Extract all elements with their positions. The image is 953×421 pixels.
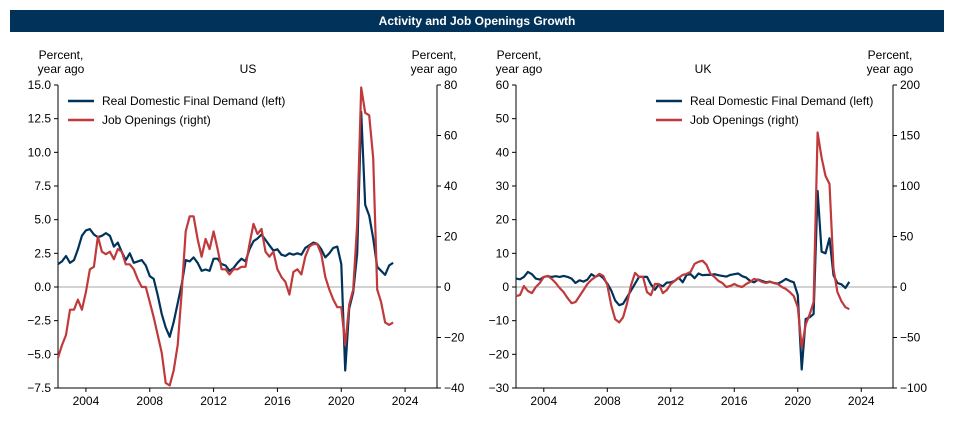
x-tick-label: 2008 <box>136 394 163 408</box>
x-tick-label: 2012 <box>657 394 684 408</box>
left-tick-label: 7.5 <box>34 179 51 193</box>
right-tick-label: −40 <box>444 381 465 395</box>
left-tick-label: 10.0 <box>28 145 52 159</box>
left-tick-label: 20 <box>496 213 510 227</box>
series-line-job-openings <box>515 131 850 349</box>
right-tick-label: 50 <box>900 230 914 244</box>
x-tick-label: 2016 <box>264 394 291 408</box>
right-tick-label: 200 <box>900 78 920 92</box>
figure-title-banner: Activity and Job Openings Growth <box>10 10 944 32</box>
left-tick-label: 5.0 <box>34 213 51 227</box>
left-tick-label: 10 <box>496 246 510 260</box>
right-tick-label: 100 <box>900 179 920 193</box>
right-axis-label-line1: Percent, <box>868 48 913 62</box>
right-tick-label: −50 <box>900 331 921 345</box>
x-tick-label: 2024 <box>848 394 875 408</box>
left-tick-label: 0 <box>502 280 509 294</box>
chart-panel-us: −7.5 −5.0 −2.5 0.0 2.5 5.0 7.5 10.0 12.5 15.0 −40 −… <box>27 48 464 408</box>
left-tick-label: −5.0 <box>27 347 51 361</box>
series-line-job-openings <box>56 86 394 387</box>
left-tick-label: −20 <box>489 347 510 361</box>
legend-label: Real Domestic Final Demand (left) <box>690 94 873 108</box>
right-tick-label: 60 <box>444 129 458 143</box>
series-line-real-domestic-final-demand <box>57 110 394 372</box>
x-tick-label: 2016 <box>721 394 748 408</box>
left-axis-label-line1: Percent, <box>39 48 84 62</box>
left-tick-label: −7.5 <box>27 381 51 395</box>
figure-title: Activity and Job Openings Growth <box>378 14 576 28</box>
left-tick-label: 2.5 <box>34 246 51 260</box>
x-tick-label: 2004 <box>530 394 557 408</box>
right-axis-label-line2: year ago <box>867 62 914 76</box>
x-tick-label: 2008 <box>594 394 621 408</box>
left-tick-label: 30 <box>496 179 510 193</box>
legend-label: Job Openings (right) <box>690 113 799 127</box>
right-tick-label: 20 <box>444 230 458 244</box>
left-axis-label-line2: year ago <box>38 62 85 76</box>
x-tick-label: 2024 <box>392 394 419 408</box>
left-axis-label-line1: Percent, <box>497 48 542 62</box>
x-tick-label: 2020 <box>784 394 811 408</box>
right-tick-label: 150 <box>900 129 920 143</box>
panel-title: US <box>240 62 257 76</box>
left-tick-label: 12.5 <box>28 112 52 126</box>
legend-label: Real Domestic Final Demand (left) <box>102 94 285 108</box>
left-tick-label: 40 <box>496 145 510 159</box>
right-tick-label: 0 <box>444 280 451 294</box>
right-tick-label: 0 <box>900 280 907 294</box>
right-tick-label: 80 <box>444 78 458 92</box>
left-tick-label: −10 <box>489 314 510 328</box>
left-tick-label: 15.0 <box>28 78 52 92</box>
left-axis-label-line2: year ago <box>496 62 543 76</box>
x-tick-label: 2004 <box>73 394 100 408</box>
right-tick-label: 40 <box>444 179 458 193</box>
left-tick-label: −2.5 <box>27 314 51 328</box>
x-tick-label: 2020 <box>328 394 355 408</box>
panel-title: UK <box>695 62 712 76</box>
left-tick-label: −30 <box>489 381 510 395</box>
left-tick-label: 60 <box>496 78 510 92</box>
right-axis-label-line2: year ago <box>411 62 458 76</box>
right-tick-label: −20 <box>444 331 465 345</box>
right-tick-label: −100 <box>900 381 927 395</box>
left-tick-label: 50 <box>496 112 510 126</box>
left-tick-label: 0.0 <box>34 280 51 294</box>
x-tick-label: 2012 <box>200 394 227 408</box>
legend-label: Job Openings (right) <box>102 113 211 127</box>
right-axis-label-line1: Percent, <box>412 48 457 62</box>
chart-panel-uk: −30−20−100102030405060−100−5005010015020… <box>489 48 928 408</box>
series-line-real-domestic-final-demand <box>515 189 851 371</box>
